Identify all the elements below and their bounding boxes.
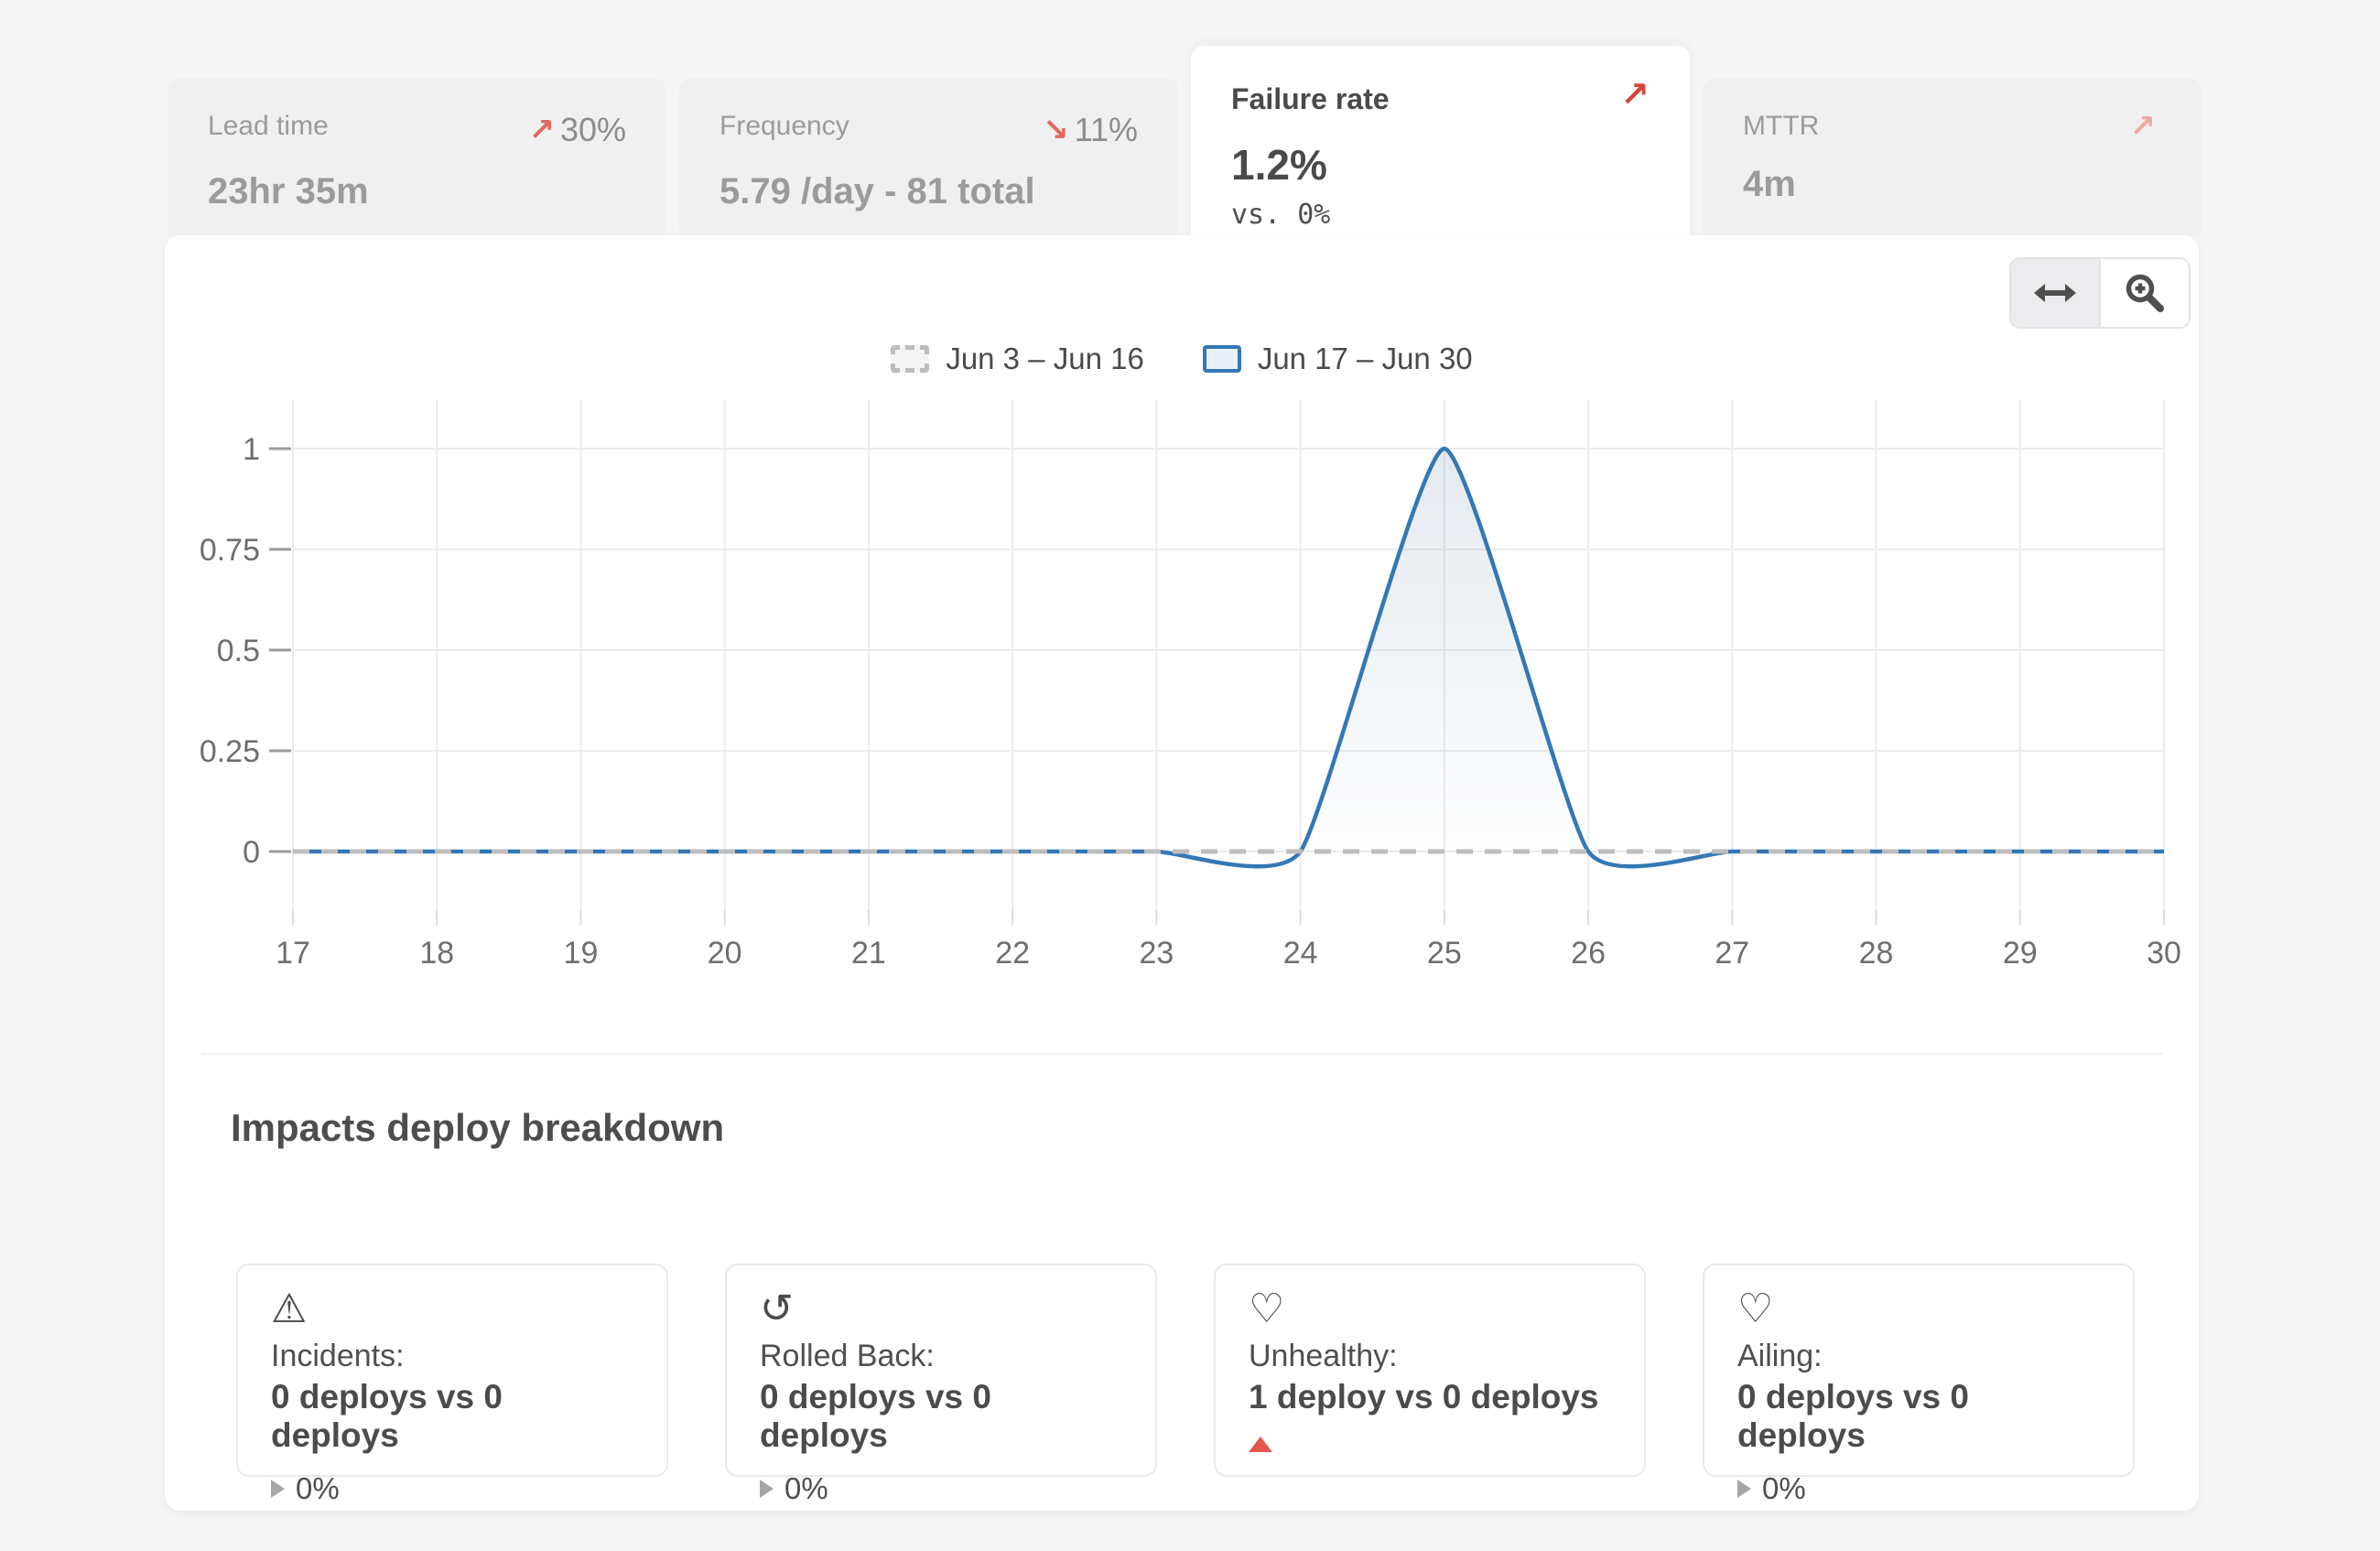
card-label: Rolled Back:	[760, 1339, 935, 1374]
tab-header: Frequency ↘ 11%	[719, 111, 1138, 149]
svg-text:23: 23	[1139, 936, 1174, 971]
svg-text:26: 26	[1571, 936, 1606, 971]
svg-text:1: 1	[243, 432, 260, 467]
delta-value: 0%	[296, 1471, 340, 1506]
tab-label: Lead time	[208, 111, 329, 141]
dashed-series-marker-icon	[891, 345, 930, 373]
svg-text:29: 29	[2003, 936, 2038, 971]
flat-trend-icon	[760, 1480, 774, 1499]
section-divider	[201, 1053, 2162, 1055]
breakdown-card-rolled-back: ↺ Rolled Back: 0 deploys vs 0 deploys 0%	[725, 1264, 1157, 1505]
svg-text:0.5: 0.5	[217, 634, 260, 668]
trend-up-icon: ↗	[1620, 74, 1650, 114]
zoom-in-button[interactable]	[2099, 259, 2189, 327]
card-label: Ailing:	[1737, 1339, 1823, 1374]
tab-header: MTTR ↗	[1743, 111, 2161, 142]
tab-change: ↗ 30%	[528, 111, 626, 149]
breakdown-card-unhealthy: ♡ Unhealthy: 1 deploy vs 0 deploys	[1214, 1264, 1646, 1477]
svg-text:19: 19	[564, 936, 599, 971]
card-label: Incidents:	[271, 1339, 405, 1374]
card-delta	[1249, 1433, 1611, 1453]
tab-change: ↘ 11%	[1043, 111, 1138, 149]
tab-header: Lead time ↗ 30%	[208, 111, 626, 149]
svg-text:24: 24	[1283, 936, 1318, 971]
flat-trend-icon	[1737, 1480, 1751, 1499]
svg-text:28: 28	[1859, 936, 1894, 971]
chart-toolbar	[2009, 257, 2191, 329]
zoom-in-icon	[2126, 274, 2164, 312]
legend-label: Jun 17 – Jun 30	[1257, 342, 1473, 375]
card-label: Unhealthy:	[1249, 1339, 1398, 1374]
warning-icon: ⚠	[271, 1285, 308, 1332]
svg-text:25: 25	[1427, 936, 1462, 971]
svg-text:22: 22	[995, 936, 1030, 971]
tab-mttr[interactable]: MTTR ↗ 4m	[1703, 78, 2202, 235]
card-value: 0 deploys vs 0 deploys	[760, 1378, 991, 1455]
card-value: 1 deploy vs 0 deploys	[1249, 1378, 1599, 1416]
svg-text:30: 30	[2147, 936, 2181, 971]
trend-up-icon: ↗	[528, 112, 555, 148]
rollback-icon: ↺	[760, 1285, 794, 1332]
horizontal-arrows-icon	[2034, 284, 2076, 302]
heart-icon: ♡	[1249, 1285, 1285, 1332]
change-percent: 11%	[1074, 111, 1138, 148]
svg-text:18: 18	[419, 936, 454, 971]
chart-legend: Jun 3 – Jun 16 Jun 17 – Jun 30	[165, 342, 2199, 376]
svg-text:0.25: 0.25	[200, 734, 260, 769]
svg-text:20: 20	[708, 936, 742, 971]
metric-detail-panel: Jun 3 – Jun 16 Jun 17 – Jun 30 0 0.25 0.5 0…	[165, 235, 2199, 1511]
tab-change: ↗	[2130, 111, 2162, 142]
tab-value: 1.2%	[1231, 141, 1327, 189]
tab-frequency[interactable]: Frequency ↘ 11% 5.79 /day - 81 total	[679, 78, 1178, 235]
delta-value: 0%	[1762, 1471, 1806, 1506]
breakdown-card-incidents: ⚠ Incidents: 0 deploys vs 0 deploys 0%	[236, 1264, 668, 1505]
legend-label: Jun 3 – Jun 16	[946, 342, 1144, 375]
tab-value: 5.79 /day - 81 total	[719, 171, 1035, 212]
trend-up-icon: ↗	[2129, 108, 2157, 145]
card-delta: 0%	[1737, 1471, 2100, 1506]
breakdown-title: Impacts deploy breakdown	[231, 1106, 725, 1149]
tab-label: Failure rate	[1231, 82, 1390, 115]
svg-text:0: 0	[243, 835, 260, 870]
pan-horizontal-button[interactable]	[2011, 259, 2099, 327]
svg-text:0.75: 0.75	[200, 533, 260, 568]
card-delta: 0%	[271, 1471, 633, 1506]
card-value: 0 deploys vs 0 deploys	[271, 1378, 503, 1455]
tab-label: MTTR	[1743, 111, 1820, 141]
trend-down-icon: ↘	[1043, 112, 1069, 148]
tab-failure-rate[interactable]: ↗ Failure rate 1.2% vs. 0%	[1191, 46, 1690, 235]
heart-icon: ♡	[1737, 1285, 1774, 1332]
tab-label: Frequency	[719, 111, 849, 141]
blue-series-marker-icon	[1202, 345, 1241, 373]
tab-value: 4m	[1743, 164, 1796, 204]
tab-comparison: vs. 0%	[1231, 199, 1331, 231]
tab-lead-time[interactable]: Lead time ↗ 30% 23hr 35m	[168, 78, 666, 235]
svg-text:17: 17	[276, 936, 310, 971]
delta-value: 0%	[784, 1471, 828, 1506]
failure-rate-chart: 0 0.25 0.5 0.75 1 17 18 19 20 21 22 23 24 25 26 27 28 29 3…	[200, 400, 2181, 971]
change-percent: 30%	[559, 111, 626, 148]
tab-value: 23hr 35m	[208, 171, 369, 212]
legend-item-previous-period[interactable]: Jun 3 – Jun 16	[891, 342, 1144, 376]
flat-trend-icon	[271, 1480, 285, 1499]
card-delta: 0%	[760, 1471, 1122, 1506]
up-trend-icon	[1249, 1437, 1272, 1453]
breakdown-card-ailing: ♡ Ailing: 0 deploys vs 0 deploys 0%	[1703, 1264, 2135, 1505]
card-value: 0 deploys vs 0 deploys	[1737, 1378, 1969, 1455]
svg-text:27: 27	[1715, 936, 1749, 971]
svg-text:21: 21	[851, 936, 886, 971]
legend-item-current-period[interactable]: Jun 17 – Jun 30	[1202, 342, 1473, 376]
